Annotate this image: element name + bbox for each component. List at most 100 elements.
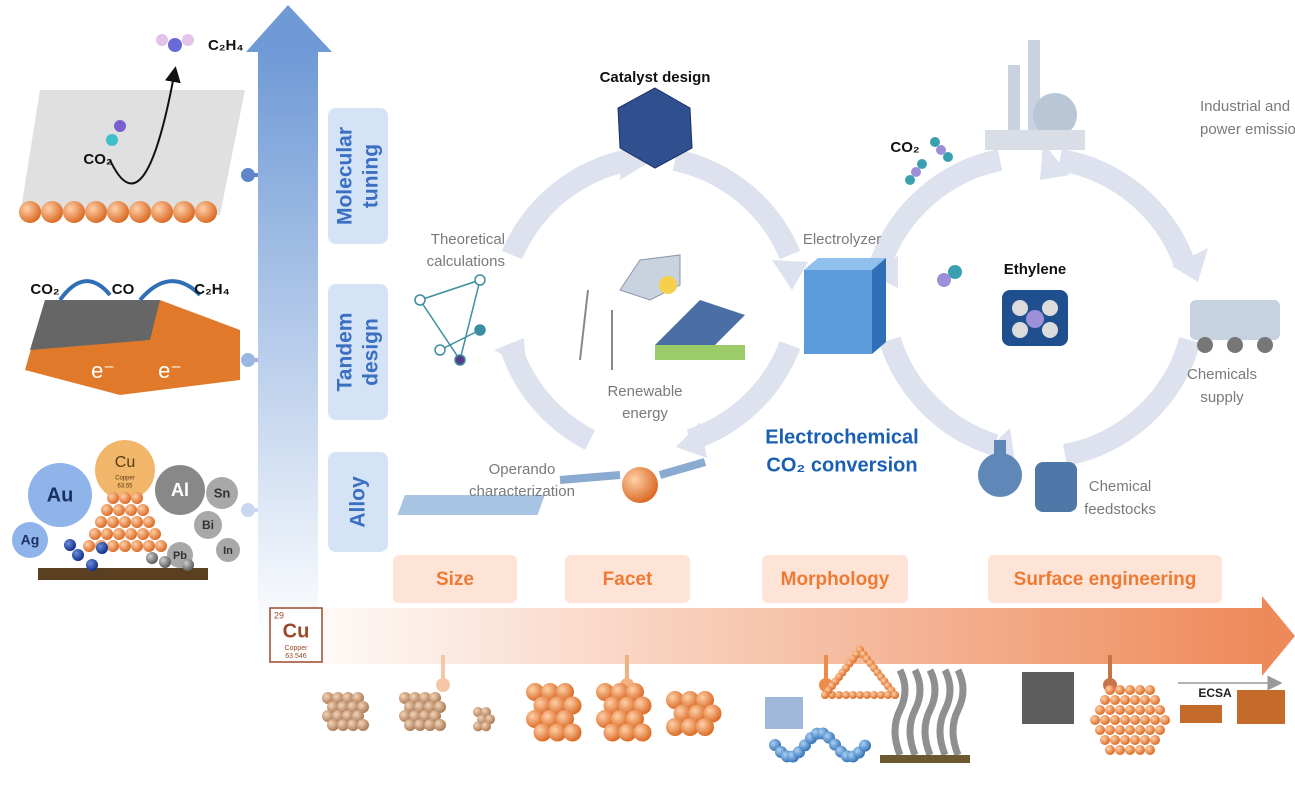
sphere <box>1150 735 1160 745</box>
sphere <box>1145 685 1155 695</box>
sphere <box>1115 725 1125 735</box>
sphere <box>107 492 119 504</box>
sphere <box>72 549 84 561</box>
sphere <box>107 516 119 528</box>
sphere <box>1140 715 1150 725</box>
sphere <box>1125 725 1135 735</box>
wire <box>940 670 950 755</box>
sphere <box>1115 705 1125 715</box>
cube <box>765 697 803 729</box>
sphere <box>821 691 829 699</box>
sphere <box>107 540 119 552</box>
element: Pb <box>173 550 187 562</box>
sphere <box>434 719 446 731</box>
sphere <box>1155 705 1165 715</box>
vertical-arrow <box>241 5 332 640</box>
sphere <box>113 504 125 516</box>
sphere <box>1145 725 1155 735</box>
sphere <box>89 528 101 540</box>
sphere <box>64 539 76 551</box>
sphere <box>19 201 41 223</box>
sphere <box>129 201 151 223</box>
sphere <box>1090 715 1100 725</box>
sphere <box>863 691 871 699</box>
sphere <box>125 504 137 516</box>
sphere <box>195 201 217 223</box>
label: calculations <box>427 253 505 270</box>
sphere <box>159 556 171 568</box>
sphere <box>870 691 878 699</box>
sphere <box>1120 715 1130 725</box>
label: Ethylene <box>1004 261 1067 278</box>
label: Chemicals <box>1187 366 1257 383</box>
sphere <box>564 724 582 742</box>
sphere <box>1115 685 1125 695</box>
sphere <box>1150 715 1160 725</box>
sphere <box>119 492 131 504</box>
sphere <box>95 516 107 528</box>
substrate <box>880 755 970 763</box>
sphere <box>856 691 864 699</box>
sphere <box>101 504 113 516</box>
sphere <box>1135 745 1145 755</box>
sphere <box>1135 705 1145 715</box>
axis-label: Tandem <box>334 313 357 392</box>
sphere <box>1155 725 1165 735</box>
label: energy <box>622 405 668 422</box>
element-mass: 63.55 <box>117 484 133 490</box>
sphere <box>146 552 158 564</box>
center-title: Electrochemical <box>765 426 918 448</box>
label: CO₂ <box>890 139 919 156</box>
sphere <box>842 691 850 699</box>
sphere <box>696 718 714 736</box>
element-name: Copper <box>115 476 135 482</box>
label: characterization <box>469 483 575 500</box>
sphere <box>1130 695 1140 705</box>
label: CO₂ <box>30 281 59 298</box>
label: Electrolyzer <box>803 231 881 248</box>
label: feedstocks <box>1084 501 1156 518</box>
sphere <box>86 559 98 571</box>
sphere <box>1120 695 1130 705</box>
sphere <box>143 516 155 528</box>
wire <box>910 670 920 755</box>
electron: e⁻ <box>158 358 182 383</box>
sphere <box>1140 735 1150 745</box>
sphere <box>155 540 167 552</box>
sphere <box>849 691 857 699</box>
label: Industrial and <box>1200 98 1290 115</box>
element: In <box>223 545 233 557</box>
label: Operando <box>489 461 556 478</box>
sphere <box>151 201 173 223</box>
label: Theoretical <box>431 231 505 248</box>
element-symbol: Cu <box>283 620 310 642</box>
sphere <box>1135 685 1145 695</box>
axis-label: Alloy <box>347 476 370 528</box>
wire <box>953 670 963 755</box>
sphere <box>1110 715 1120 725</box>
label: Catalyst design <box>600 69 711 86</box>
sphere <box>884 691 892 699</box>
label: supply <box>1200 389 1244 406</box>
sphere <box>1125 705 1135 715</box>
diagram: Molecular tuning Tandem design Alloy Siz… <box>0 0 1295 788</box>
sphere <box>1100 735 1110 745</box>
sphere <box>137 528 149 540</box>
sphere <box>481 721 491 731</box>
element-name: Copper <box>285 645 309 652</box>
sphere <box>131 516 143 528</box>
bush <box>1180 705 1222 723</box>
label: Chemical <box>1089 478 1152 495</box>
sphere <box>63 201 85 223</box>
sphere <box>173 201 195 223</box>
sphere <box>1125 685 1135 695</box>
center-title: CO₂ conversion <box>766 454 917 476</box>
axis-label: Size <box>436 569 474 590</box>
atomic-number: 29 <box>274 610 284 620</box>
sphere <box>1100 715 1110 725</box>
axis-label: tuning <box>360 144 383 208</box>
label: C₂H₄ <box>194 281 229 298</box>
sphere <box>119 540 131 552</box>
element: Cu <box>115 454 135 471</box>
sphere <box>1110 695 1120 705</box>
